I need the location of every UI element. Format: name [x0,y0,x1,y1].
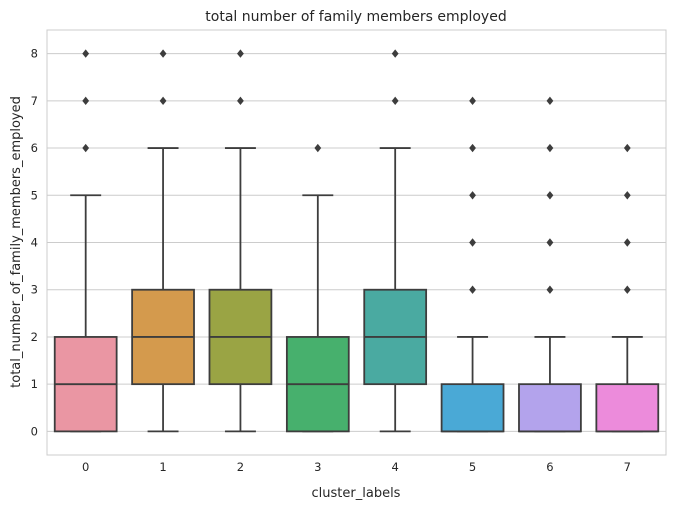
box-group-0 [53,49,118,433]
y-tick-label-8: 8 [31,47,38,61]
flier-6-5 [546,191,554,200]
flier-6-6 [546,143,554,153]
y-axis-label: total_number_of_family_members_employed [9,96,24,388]
boxes [53,49,660,433]
y-tick-labels: 0 1 2 3 4 5 6 7 8 [31,47,38,439]
box-group-1 [131,49,195,433]
flier-5-7 [469,96,476,106]
x-tick-label-7: 7 [624,460,631,474]
flier-7-5 [623,191,631,200]
box-7 [595,383,660,433]
flier-5-4 [469,238,476,247]
y-tick-label-6: 6 [31,141,38,155]
flier-2-8 [237,49,244,58]
y-tick-label-5: 5 [31,188,38,202]
flier-0-6 [82,143,90,153]
box-group-5 [440,96,505,433]
box-6 [518,383,582,433]
box-group-6 [518,96,582,433]
y-tick-label-3: 3 [31,283,38,297]
x-tick-label-5: 5 [469,460,476,474]
flier-1-8 [159,49,167,58]
chart-title: total number of family members employed [205,9,506,25]
x-tick-label-2: 2 [237,460,244,474]
flier-6-3 [546,285,554,294]
flier-6-4 [546,238,554,247]
plot-frame [46,29,667,456]
box-group-7 [595,143,660,433]
flier-7-4 [623,238,631,247]
flier-0-8 [82,49,90,58]
x-tick-label-6: 6 [546,460,553,474]
flier-5-6 [469,143,476,153]
flier-7-3 [623,285,631,294]
x-tick-label-4: 4 [392,460,399,474]
box-group-3 [285,143,350,433]
flier-6-7 [546,96,554,106]
y-tick-label-4: 4 [31,236,38,250]
y-tick-label-0: 0 [31,424,38,438]
flier-5-3 [469,285,476,294]
x-tick-labels: 0 1 2 3 4 5 6 7 [82,460,631,474]
flier-5-5 [469,191,476,200]
x-tick-label-0: 0 [82,460,89,474]
flier-0-7 [82,96,90,106]
flier-2-7 [237,96,244,106]
x-tick-label-1: 1 [159,460,166,474]
x-tick-label-3: 3 [314,460,321,474]
y-tick-label-7: 7 [31,94,38,108]
y-tick-label-2: 2 [31,330,38,344]
flier-4-7 [391,96,399,106]
flier-3-6 [314,143,322,153]
flier-1-7 [159,96,167,106]
x-axis-label: cluster_labels [312,486,401,501]
box-group-4 [363,49,428,433]
flier-4-8 [391,49,399,58]
y-tick-label-1: 1 [31,377,38,391]
box-5 [440,383,505,433]
flier-7-6 [623,143,631,153]
box-group-2 [208,49,273,433]
